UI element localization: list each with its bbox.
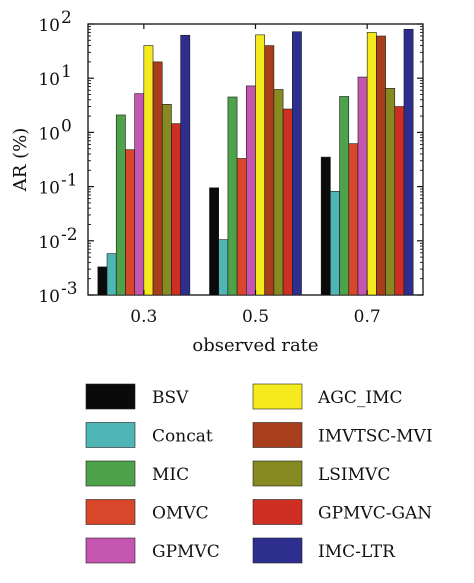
y-tick-exponent: 1 [61,62,72,82]
bar-gpmvc [357,76,368,296]
y-tick-exponent: -3 [61,279,78,299]
legend-label: BSV [152,388,189,408]
y-tick-base: 10 [38,124,60,144]
x-tick-label: 0.5 [242,307,269,327]
bar-mic [227,96,238,296]
legend-label: IMC-LTR [318,542,396,562]
y-tick-base: 10 [38,179,60,199]
legend-swatch [252,537,303,564]
bar-agc-imc [366,32,377,296]
bar-bsv [320,156,331,296]
y-tick-exponent: 0 [61,116,72,136]
bar-imc-ltr [403,28,414,296]
bar-lsimvc [273,89,284,296]
y-tick-label: 10 [38,16,60,36]
x-tick-label: 0.3 [130,307,157,327]
y-tick-base: 10 [38,287,60,307]
bar-imc-ltr [180,34,191,296]
y-tick-label: 10 [38,70,60,90]
legend-label: AGC_IMC [317,388,403,408]
bar-concat [218,239,229,296]
legend-label: MIC [152,465,189,485]
bar-gpmvc [134,93,145,296]
legend-swatch [85,499,136,525]
y-tick-label: 10 [38,179,60,199]
bar-omvc [125,149,135,296]
legend-swatch [252,422,303,448]
bar-omvc [348,143,359,296]
y-tick-base: 10 [38,16,60,36]
legend-swatch [252,460,303,487]
bar-imvtsc-mvi [264,45,275,296]
bar-gpmvc-gan [394,106,405,296]
y-tick-label: 10 [38,124,60,144]
y-tick-label: 10 [38,233,60,253]
bar-imc-ltr [291,31,302,296]
legend-swatch [85,537,136,564]
legend-swatch [252,383,303,410]
y-tick-label: 10 [38,287,60,307]
bar-imvtsc-mvi [376,35,386,296]
y-tick-base: 10 [38,233,60,253]
bar-bsv [209,187,219,296]
y-tick-exponent: 2 [61,8,72,28]
legend-swatch [85,422,136,448]
y-tick-exponent: -1 [61,171,78,191]
bar-mic [339,96,350,296]
bar-gpmvc-gan [171,123,181,296]
y-tick-base: 10 [38,70,60,90]
legend-label: LSIMVC [318,465,390,485]
bar-agc-imc [143,45,154,296]
legend-swatch [85,383,136,410]
legend-label: Concat [152,427,213,447]
bar-imvtsc-mvi [152,61,163,296]
bar-agc-imc [255,34,265,296]
legend-swatch [85,460,136,487]
x-tick-label: 0.7 [354,307,381,327]
y-axis-label: AR (%) [10,128,31,192]
y-tick-exponent: -2 [61,225,78,245]
bar-concat [330,190,340,296]
x-axis-label: observed rate [192,335,318,356]
bar-gpmvc [246,85,256,296]
legend-label: GPMVC [152,542,220,562]
bar-lsimvc [161,103,172,296]
legend-label: IMVTSC-MVI [318,427,433,447]
legend-swatch [252,499,303,525]
legend-label: GPMVC-GAN [318,504,432,524]
bar-lsimvc [385,88,396,296]
bar-omvc [236,158,247,296]
legend: BSV Concat MIC OMVC GPMVC AGC_IMC IMVTSC-MVI LS… [85,383,433,564]
legend-label: OMVC [152,504,209,524]
bar-gpmvc-gan [282,108,293,296]
bar-bsv [97,266,108,296]
bar-mic [115,114,126,296]
bar-concat [106,253,117,296]
